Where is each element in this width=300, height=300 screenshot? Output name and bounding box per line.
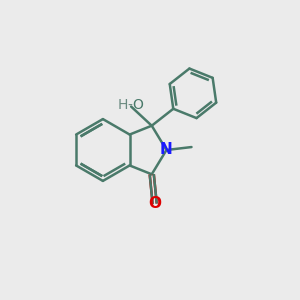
Text: O: O (148, 196, 161, 211)
Text: -: - (127, 98, 132, 112)
Text: N: N (160, 142, 173, 158)
Text: O: O (132, 98, 143, 112)
Text: H: H (118, 98, 128, 112)
